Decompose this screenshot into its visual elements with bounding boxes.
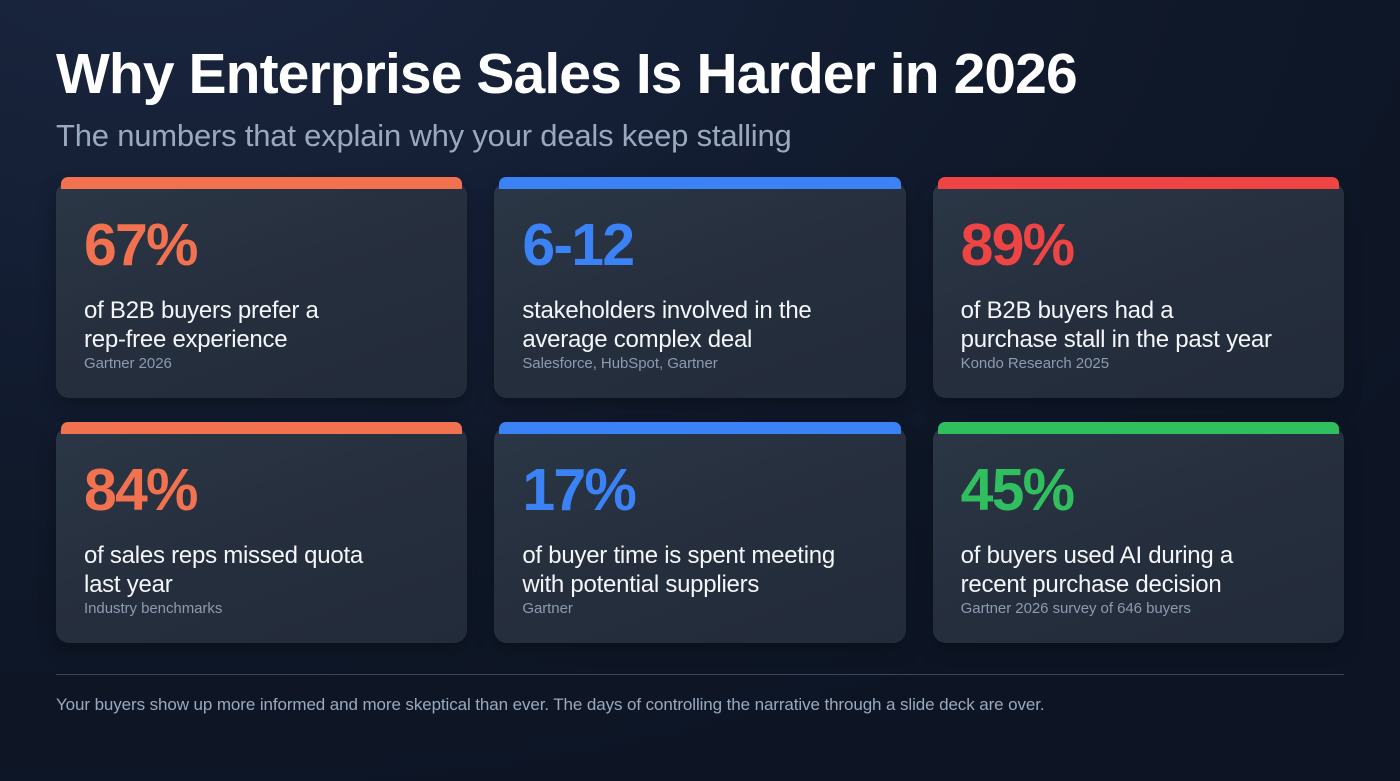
stat-card: 84% of sales reps missed quota last year… [56,422,468,644]
stat-source: Industry benchmarks [84,599,223,617]
stat-description: of sales reps missed quota last year [84,542,363,599]
stat-description: of B2B buyers had a purchase stall in th… [960,297,1272,354]
stat-card: 6-12 stakeholders involved in the averag… [494,177,906,399]
stat-source: Kondo Research 2025 [960,354,1109,372]
stat-source: Gartner 2026 survey of 646 buyers [960,599,1191,617]
footer-text: Your buyers show up more informed and mo… [56,695,1045,715]
stat-description: of buyers used AI during a recent purcha… [960,542,1234,599]
slide-header: Why Enterprise Sales Is Harder in 2026 T… [56,42,1344,154]
stat-source: Gartner 2026 [84,354,172,372]
stat-card-grid: 67% of B2B buyers prefer a rep-free expe… [56,177,1344,644]
stat-description: stakeholders involved in the average com… [522,297,812,354]
stat-value: 17% [522,457,636,524]
stat-card: 17% of buyer time is spent meeting with … [494,422,906,644]
stat-value: 89% [960,212,1075,279]
slide-footer: Your buyers show up more informed and mo… [56,674,1344,716]
stat-source: Salesforce, HubSpot, Gartner [522,354,718,372]
stat-value: 84% [84,457,198,524]
stat-card: 45% of buyers used AI during a recent pu… [932,422,1344,644]
page-subtitle: The numbers that explain why your deals … [56,117,792,153]
stat-value: 6-12 [522,212,635,279]
stat-value: 67% [84,212,198,279]
stat-value: 45% [960,457,1075,524]
stat-card: 89% of B2B buyers had a purchase stall i… [932,177,1344,399]
stat-source: Gartner [522,599,573,617]
page-title: Why Enterprise Sales Is Harder in 2026 [56,42,1078,106]
stat-description: of B2B buyers prefer a rep-free experien… [84,297,319,354]
stat-card: 67% of B2B buyers prefer a rep-free expe… [56,177,468,399]
footer-divider [56,674,1344,676]
stat-description: of buyer time is spent meeting with pote… [522,542,835,599]
